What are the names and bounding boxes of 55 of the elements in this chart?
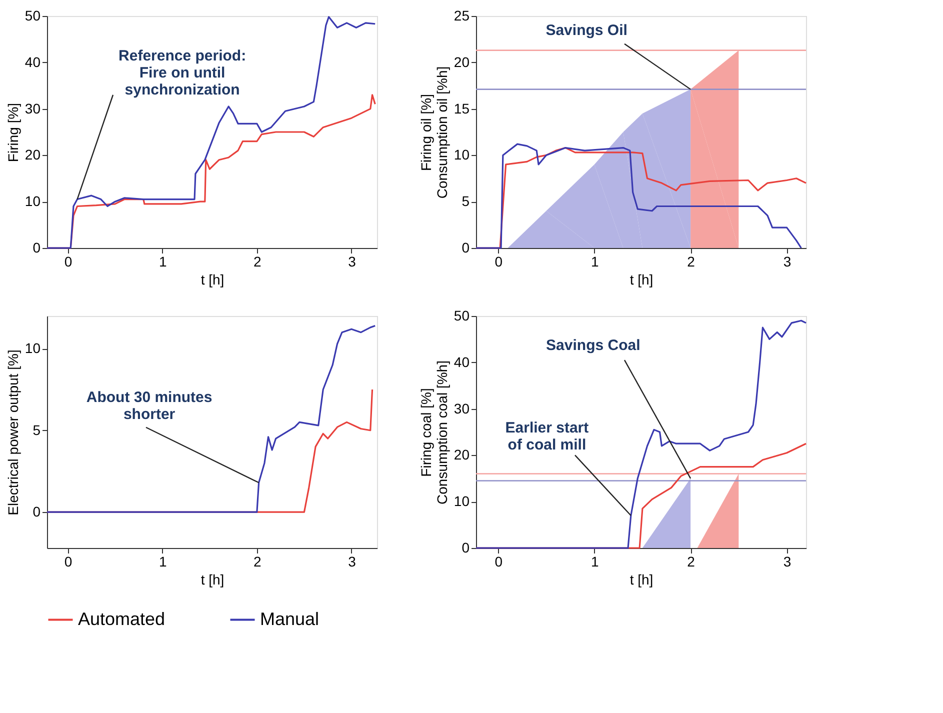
x-tick-label: 0 bbox=[494, 254, 503, 270]
y-tick-label: 0 bbox=[32, 240, 41, 256]
y-tick-label: 40 bbox=[454, 354, 470, 370]
y-tick-label: 50 bbox=[24, 8, 41, 24]
x-tick-label: 3 bbox=[783, 254, 792, 270]
x-tick-label: 2 bbox=[687, 254, 696, 270]
annotation: Savings Oil bbox=[546, 22, 628, 39]
legend-label: Manual bbox=[260, 608, 320, 629]
y-tick-label: 50 bbox=[454, 308, 470, 324]
x-tick-label: 2 bbox=[254, 254, 262, 270]
y-axis-title: Firing coal [%] Consumption coal [%h] bbox=[418, 360, 450, 504]
x-tick-label: 0 bbox=[64, 554, 72, 570]
x-tick-label: 1 bbox=[158, 254, 167, 270]
y-tick-label: 0 bbox=[32, 504, 41, 520]
y-tick-label: 40 bbox=[24, 54, 41, 70]
x-tick-label: 1 bbox=[590, 554, 599, 570]
legend-label: Automated bbox=[78, 608, 166, 629]
y-tick-label: 25 bbox=[454, 8, 470, 24]
x-tick-label: 1 bbox=[158, 554, 167, 570]
y-axis-title: Firing oil [%] Consumption oil [%h] bbox=[418, 66, 450, 199]
x-tick-label: 3 bbox=[348, 254, 356, 270]
x-tick-label: 0 bbox=[64, 254, 72, 270]
annotation: Earlier start of coal mill bbox=[505, 419, 589, 454]
y-tick-label: 15 bbox=[454, 100, 470, 116]
x-tick-label: 3 bbox=[348, 554, 356, 570]
x-tick-label: 1 bbox=[590, 254, 599, 270]
y-tick-label: 30 bbox=[24, 100, 41, 116]
y-tick-label: 0 bbox=[462, 540, 470, 556]
x-tick-label: 3 bbox=[783, 554, 792, 570]
y-tick-label: 20 bbox=[454, 446, 470, 463]
x-axis-title: t [h] bbox=[200, 272, 224, 288]
x-axis-title: t [h] bbox=[200, 572, 224, 588]
y-axis-title: Firing [%] bbox=[4, 102, 21, 162]
y-tick-label: 30 bbox=[454, 400, 470, 416]
annotation: About 30 minutes shorter bbox=[86, 389, 212, 424]
y-tick-label: 20 bbox=[454, 54, 470, 70]
line-series bbox=[475, 320, 807, 549]
y-tick-label: 10 bbox=[24, 340, 41, 356]
x-tick-label: 2 bbox=[254, 554, 262, 570]
y-tick-label: 5 bbox=[32, 422, 41, 438]
line-series bbox=[46, 16, 376, 249]
x-tick-label: 0 bbox=[494, 554, 503, 570]
x-tick-label: 2 bbox=[687, 554, 696, 570]
y-tick-label: 10 bbox=[454, 146, 470, 163]
y-tick-label: 0 bbox=[462, 240, 470, 256]
annotation: Reference period: Fire on until synchronization bbox=[118, 47, 246, 98]
y-tick-label: 10 bbox=[454, 493, 470, 510]
y-axis-title: Electrical power output [%] bbox=[4, 350, 21, 516]
x-axis-title: t [h] bbox=[630, 572, 654, 588]
x-axis-title: t [h] bbox=[630, 272, 654, 288]
y-tick-label: 20 bbox=[24, 146, 41, 163]
annotation: Savings Coal bbox=[546, 337, 640, 354]
line-series bbox=[46, 325, 376, 513]
y-tick-label: 10 bbox=[24, 193, 41, 210]
y-tick-label: 5 bbox=[462, 193, 470, 210]
